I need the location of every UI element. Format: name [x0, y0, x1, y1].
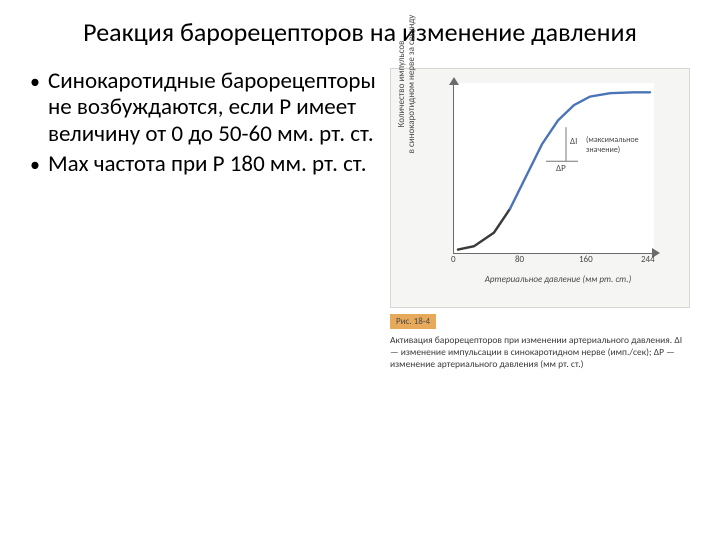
- bullet-text: Мах частота при Р 180 мм. рт. ст.: [48, 151, 367, 177]
- x-tick-0: 0: [451, 254, 456, 265]
- figure-caption: Активация барорецепторов при изменении а…: [390, 335, 690, 371]
- bullet-item: • Синокаротидные барорецепторы не возбуж…: [30, 68, 382, 147]
- chart-panel: Количество импульсов в синокаротидном не…: [390, 68, 690, 371]
- figure-label: Рис. 18-4: [390, 314, 436, 329]
- svg-text:значение): значение): [586, 145, 620, 155]
- plot-area: ΔI ΔP (максимальноезначение): [453, 83, 654, 254]
- bullet-marker: •: [30, 68, 40, 96]
- curve-svg: ΔI ΔP (максимальноезначение): [454, 83, 654, 253]
- svg-text:(максимальное: (максимальное: [586, 135, 639, 145]
- x-tick-1: 80: [515, 254, 524, 265]
- bullet-item: • Мах частота при Р 180 мм. рт. ст.: [30, 151, 382, 179]
- bullet-list: • Синокаротидные барорецепторы не возбуж…: [30, 68, 390, 183]
- x-tick-3: 244: [641, 254, 655, 265]
- x-axis-label: Артериальное давление (мм рт. ст.): [453, 274, 663, 285]
- x-tick-2: 160: [579, 254, 593, 265]
- content-row: • Синокаротидные барорецепторы не возбуж…: [30, 68, 690, 371]
- slide-root: Реакция барорецепторов на изменение давл…: [0, 0, 720, 540]
- y-axis-label-line2: в синокаротидном нерве за секунду: [406, 15, 417, 154]
- svg-text:ΔI: ΔI: [570, 136, 577, 147]
- bullet-text: Синокаротидные барорецепторы не возбужда…: [48, 68, 382, 147]
- y-axis-label: Количество импульсов в синокаротидном не…: [397, 0, 417, 169]
- bullet-marker: •: [30, 151, 40, 179]
- svg-text:ΔP: ΔP: [556, 163, 566, 174]
- slide-title: Реакция барорецепторов на изменение давл…: [30, 18, 690, 48]
- chart-box: Количество импульсов в синокаротидном не…: [390, 68, 690, 308]
